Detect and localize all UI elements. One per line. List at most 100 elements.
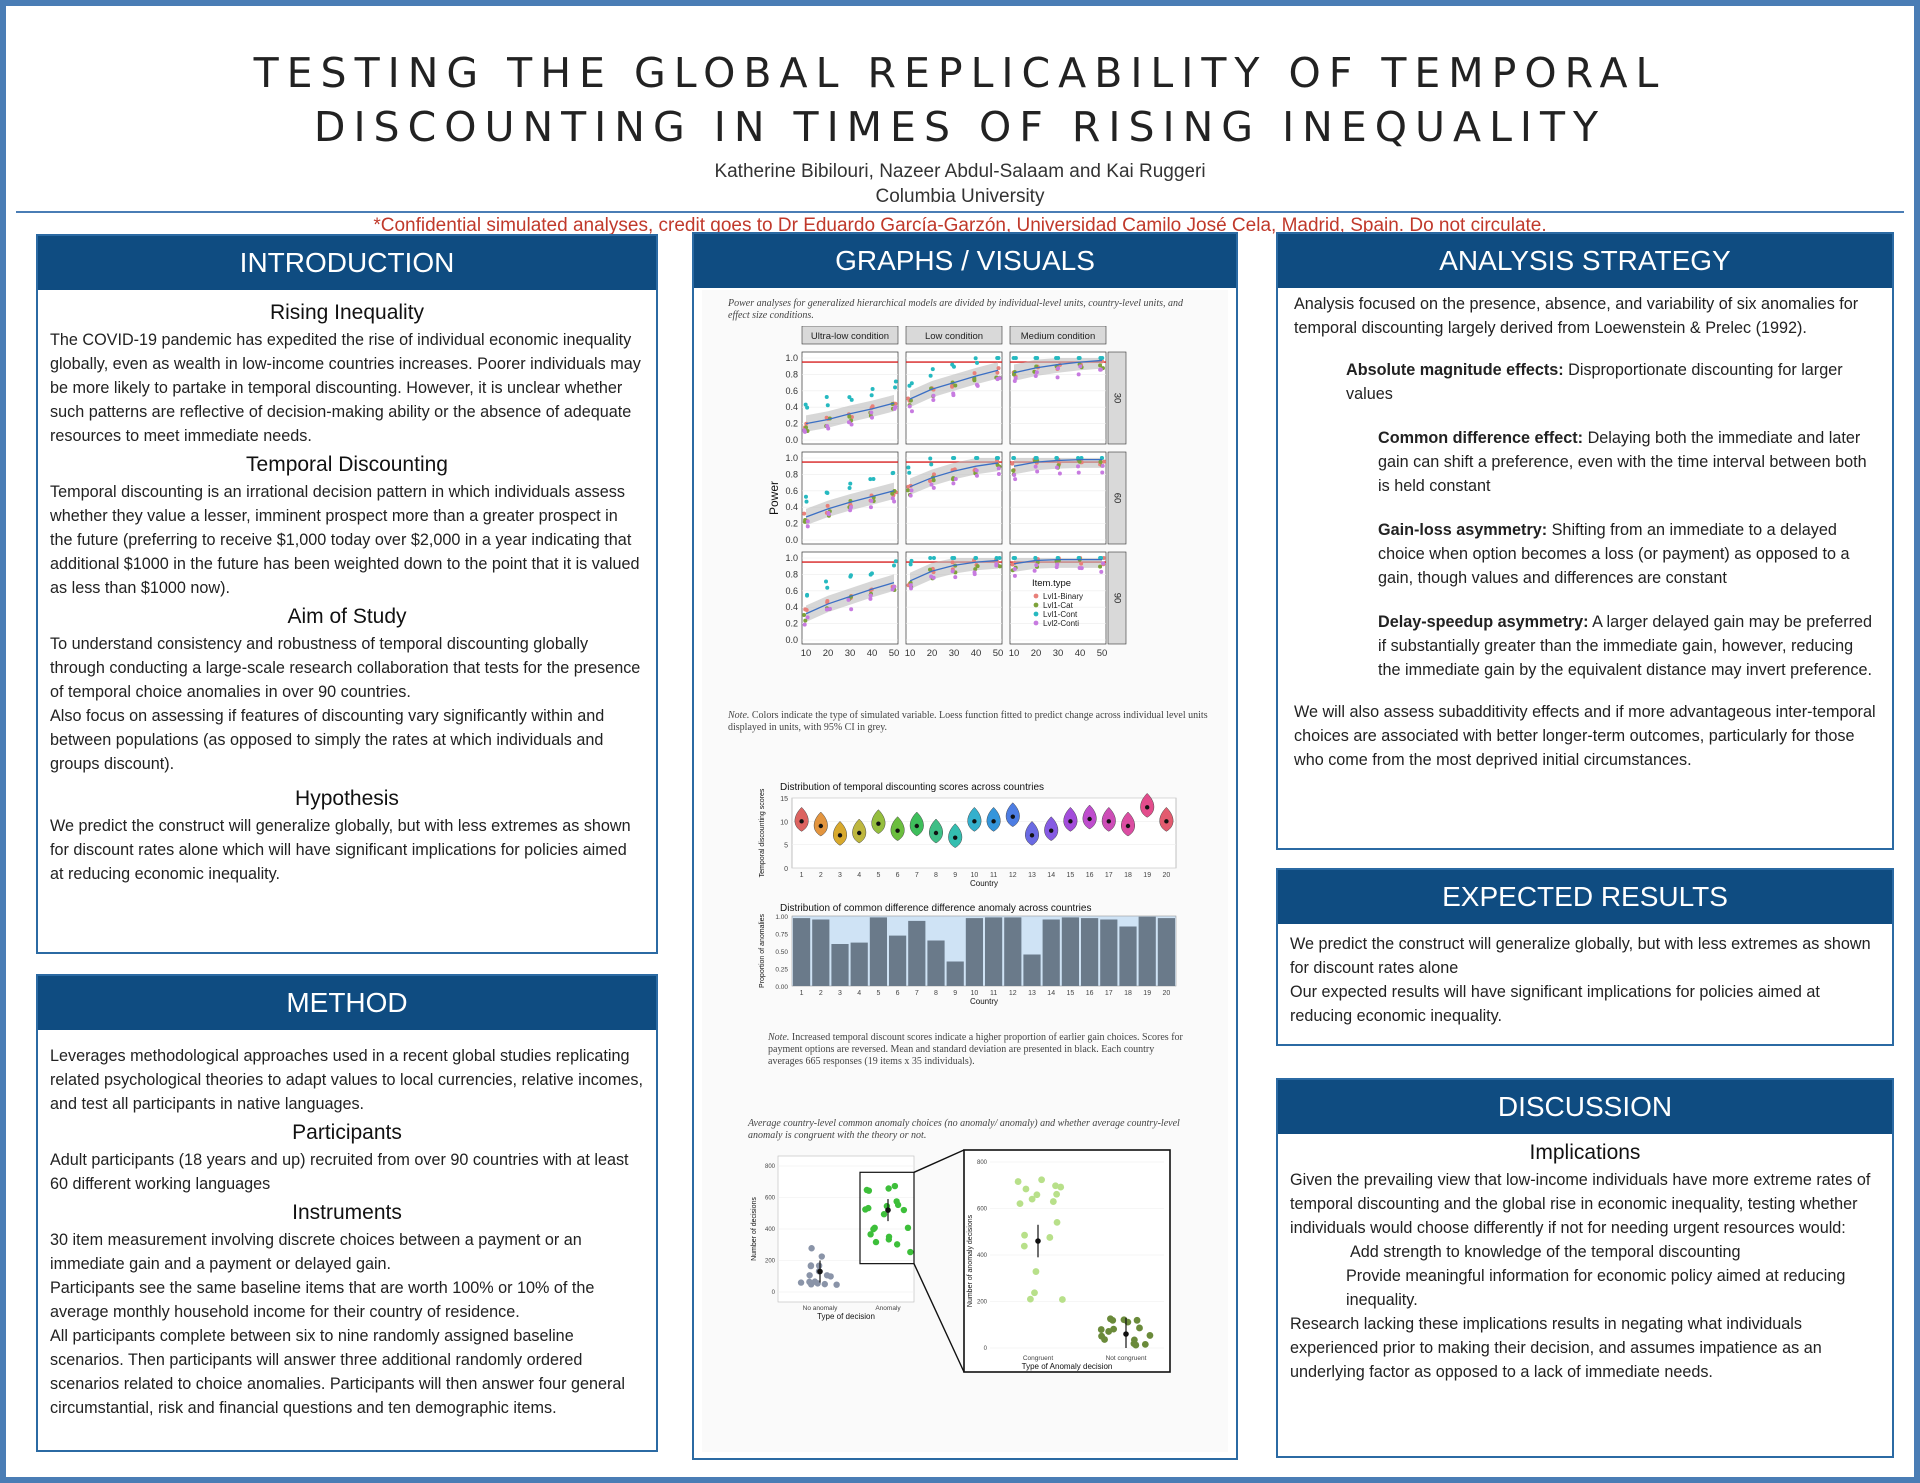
affiliation: Columbia University	[875, 186, 1045, 207]
anomaly-bar	[850, 942, 868, 986]
x-tick-label: 5	[876, 990, 880, 997]
zoom-box	[859, 1171, 915, 1265]
y-tick-label: 0.4	[785, 502, 798, 512]
power-analysis-chart: Ultra-low condition Low condition Medium c…	[767, 326, 1127, 656]
power-point	[931, 478, 936, 483]
x-tick-label: 20	[1163, 990, 1171, 997]
participants-title: Participants	[292, 1121, 402, 1144]
legend-swatch	[1033, 593, 1039, 599]
plot-panel	[791, 797, 1177, 869]
power-point	[950, 556, 955, 560]
anomaly-bar	[927, 940, 945, 986]
power-point	[997, 556, 1002, 560]
y-tick-label: 0.75	[775, 932, 788, 939]
power-point	[803, 402, 808, 407]
power-point	[1010, 461, 1015, 466]
y-tick-label: 0.6	[785, 486, 798, 496]
power-point	[848, 508, 853, 513]
y-tick-label: 0.6	[785, 386, 798, 396]
graphs-area: Power analyses for generalized hierarchi…	[702, 290, 1228, 1452]
power-point	[1098, 367, 1103, 372]
expected-results-heading: EXPECTED RESULTS	[1278, 870, 1892, 924]
power-point	[907, 383, 912, 388]
power-point	[1098, 459, 1103, 464]
x-axis-label: Type of decision	[817, 1312, 875, 1321]
power-point	[824, 394, 829, 399]
power-point	[908, 398, 913, 403]
power-point	[1076, 456, 1081, 460]
violin-mean	[818, 823, 823, 829]
power-point	[870, 404, 875, 409]
x-tick-label: Anomaly	[875, 1305, 901, 1312]
power-point	[931, 472, 936, 477]
x-tick-label: 1	[800, 872, 804, 879]
scatter-point	[1046, 1234, 1054, 1241]
header-divider	[16, 211, 1904, 213]
anomaly-bar-chart: Distribution of common difference differ…	[759, 903, 1177, 1006]
violin-mean	[895, 828, 900, 833]
scatter-point	[1020, 1242, 1028, 1250]
analysis-item-3: Gain-loss asymmetry: Shifting from an im…	[1290, 518, 1880, 590]
y-tick-label: 0.0	[785, 435, 798, 445]
power-point	[953, 383, 958, 388]
anomaly-bar	[946, 961, 964, 986]
anomaly-bar	[889, 935, 907, 986]
y-axis-label: Number of anomaly decisions	[967, 1214, 974, 1307]
y-tick-label: 0.8	[785, 469, 798, 479]
loess-line	[1013, 359, 1103, 374]
analysis-text-4: A larger delayed gain may be preferred i…	[1378, 613, 1872, 679]
power-point	[1100, 463, 1105, 468]
graphs-panel: GRAPHS / VISUALS Power analyses for gene…	[692, 232, 1238, 1460]
y-tick-label: 0.25	[775, 967, 788, 974]
temporal-discounting-text: Temporal discounting is an irrational de…	[50, 483, 640, 597]
legend-label: Lvl2-Conti	[1043, 619, 1079, 628]
power-point	[846, 420, 851, 425]
power-point	[972, 378, 977, 383]
facet-row-label: 30	[1111, 393, 1122, 404]
y-axis-label: Temporal discounting scores	[759, 788, 766, 877]
power-point	[929, 482, 934, 487]
x-tick-label: 18	[1124, 990, 1132, 997]
y-tick-label: 1.0	[785, 453, 798, 463]
x-tick-label: 50	[1097, 648, 1108, 656]
power-point	[847, 395, 852, 400]
method-intro: Leverages methodological approaches used…	[50, 1047, 643, 1113]
anomaly-bar	[1042, 919, 1060, 986]
x-tick-label: 5	[876, 872, 880, 879]
fig2-note: Note. Increased temporal discount scores…	[768, 1032, 1188, 1068]
facet-strip-row	[1107, 551, 1127, 645]
loess-line	[805, 490, 895, 518]
power-point	[893, 385, 898, 390]
power-point	[931, 575, 936, 580]
power-point	[869, 410, 874, 415]
power-point	[825, 424, 830, 429]
analysis-text-1: Disproportionate discounting for larger …	[1346, 361, 1843, 403]
fig1-caption: Power analyses for generalized hierarchi…	[728, 298, 1183, 321]
power-point	[893, 559, 898, 564]
anomaly-bar	[1023, 954, 1041, 986]
analysis-text-2: Delaying both the immediate and later ga…	[1378, 429, 1867, 495]
analysis-item-2: Common difference effect: Delaying both …	[1290, 426, 1880, 498]
violin-mean	[1106, 819, 1111, 824]
loess-line	[909, 559, 999, 582]
power-point	[1077, 356, 1082, 360]
violin-mean	[953, 835, 958, 840]
power-point	[1076, 372, 1081, 377]
power-point	[803, 494, 808, 499]
x-tick-label: 6	[896, 872, 900, 879]
anomaly-bar	[869, 917, 887, 986]
power-point	[1099, 569, 1104, 574]
violin-mean	[933, 830, 939, 836]
poster-title: TESTING THE GLOBAL REPLICABILITY OF TEMP…	[6, 46, 1914, 154]
violin-mean	[991, 819, 996, 824]
scatter-point	[806, 1272, 813, 1279]
facet-col-label: Ultra-low condition	[811, 331, 889, 342]
power-point	[973, 567, 978, 572]
method-panel: METHOD Leverages methodological approach…	[36, 974, 658, 1452]
scatter-point	[1033, 1191, 1041, 1199]
x-tick-label: 4	[857, 872, 861, 879]
x-tick-label: 13	[1028, 872, 1036, 879]
y-tick-label: 200	[977, 1300, 988, 1306]
power-point	[906, 488, 911, 493]
x-tick-label: 18	[1124, 872, 1132, 879]
